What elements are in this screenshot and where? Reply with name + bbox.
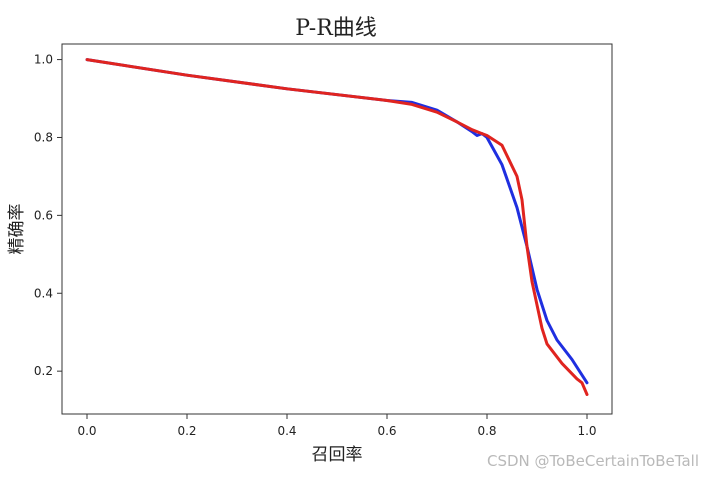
x-tick-label: 0.4 — [277, 424, 296, 438]
y-axis-label: 精确率 — [7, 204, 27, 255]
series-layer — [85, 58, 589, 396]
x-tick-label: 1.0 — [577, 424, 596, 438]
x-tick-label: 0.2 — [177, 424, 196, 438]
y-axis-ticks: 0.2 0.4 0.6 0.8 1.0 — [34, 53, 62, 378]
x-tick-label: 0.8 — [477, 424, 496, 438]
x-axis-label: 召回率 — [312, 445, 363, 465]
series-line-2 — [85, 58, 589, 396]
x-tick-label: 0.0 — [77, 424, 96, 438]
y-tick-label: 0.4 — [34, 286, 53, 300]
y-tick-label: 0.8 — [34, 130, 53, 144]
y-tick-label: 1.0 — [34, 53, 53, 67]
plot-area-frame — [61, 43, 613, 415]
x-tick-label: 0.6 — [377, 424, 396, 438]
y-tick-label: 0.6 — [34, 208, 53, 222]
y-tick-label: 0.2 — [34, 364, 53, 378]
x-axis-ticks: 0.0 0.2 0.4 0.6 0.8 1.0 — [77, 414, 597, 438]
watermark: CSDN @ToBeCertainToBeTall — [487, 452, 699, 470]
chart-title: P-R曲线 — [295, 16, 377, 41]
